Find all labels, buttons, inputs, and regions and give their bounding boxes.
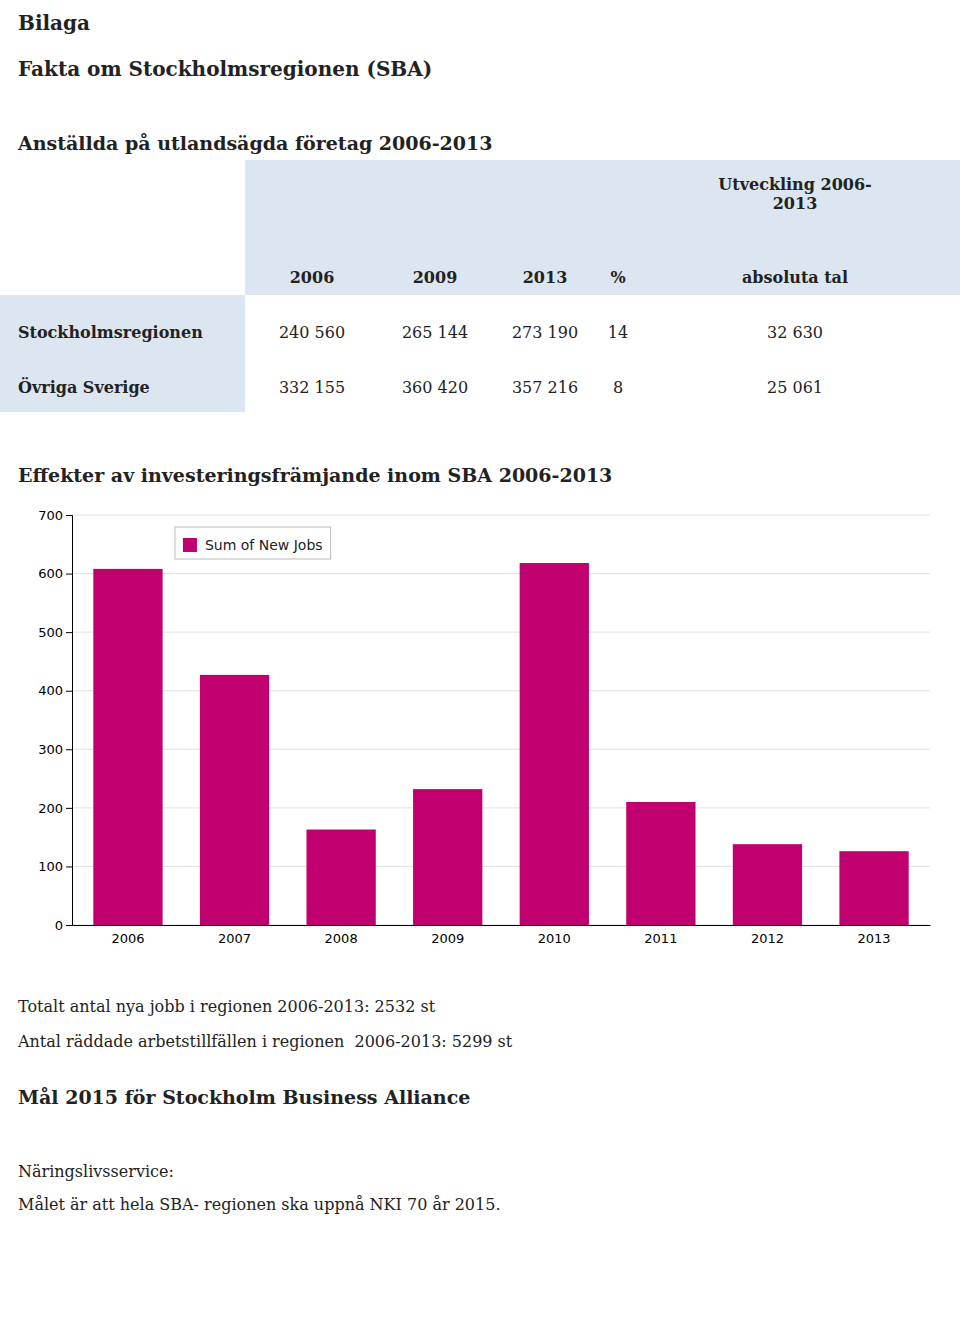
legend-frame xyxy=(175,527,331,559)
table-column-header: 2013 xyxy=(523,268,568,287)
note: Antal räddade arbetstillfällen i regione… xyxy=(17,1032,513,1051)
table-cell: 265 144 xyxy=(402,323,468,342)
tick: 500 xyxy=(38,625,72,640)
tick-label: 2012 xyxy=(751,931,784,946)
y-axis: 0 100 200 300 400 500 600 700 xyxy=(38,508,72,933)
tick: 300 xyxy=(38,742,72,757)
table: Utveckling 2006-2013 2006 2009 2013% absolut… xyxy=(0,160,960,412)
tick-mark xyxy=(66,691,72,692)
table-cell: 273 190 xyxy=(512,323,578,342)
bars xyxy=(93,563,908,925)
note: Målet är att hela SBA- regionen ska uppn… xyxy=(18,1195,500,1214)
grid-line xyxy=(72,573,930,574)
tick: 2010 xyxy=(538,931,571,946)
grid-line xyxy=(72,515,930,516)
legend: Sum of New Jobs xyxy=(175,527,331,559)
tick-label: 2013 xyxy=(857,931,890,946)
table-cell: 14 xyxy=(608,323,628,342)
tick: 2011 xyxy=(644,931,677,946)
tick: 2009 xyxy=(431,931,464,946)
table-column-header: absoluta tal xyxy=(742,268,848,287)
bar xyxy=(626,802,695,925)
table-header-background xyxy=(245,160,960,295)
footer: Totalt antal nya jobb i regionen 2006-20… xyxy=(17,997,513,1214)
tick-mark xyxy=(66,515,72,516)
bar xyxy=(733,844,802,925)
tick: 2007 xyxy=(218,931,251,946)
tick-label: 100 xyxy=(38,859,63,874)
tick: 2006 xyxy=(111,931,144,946)
note: Näringslivsservice: xyxy=(18,1162,174,1181)
grid xyxy=(72,515,930,925)
table-cell: 32 630 xyxy=(767,323,823,342)
tick-label: 2011 xyxy=(644,931,677,946)
tick-mark xyxy=(66,749,72,750)
table-row-label: Stockholmsregionen xyxy=(18,323,203,342)
chart: 0100200300400500600700200620072008200920… xyxy=(38,508,930,947)
tick-mark xyxy=(66,808,72,809)
table-column-header: % xyxy=(610,268,625,287)
table-row-label: Övriga Sverige xyxy=(18,377,150,397)
grid-line xyxy=(72,632,930,633)
table-column-header: 2006 xyxy=(290,268,335,287)
tick-label: 0 xyxy=(55,918,63,933)
tick-label: 400 xyxy=(38,683,63,698)
axis-line xyxy=(66,516,73,926)
tick-label: 600 xyxy=(38,566,63,581)
legend-item: Sum of New Jobs xyxy=(183,537,323,553)
tick-mark xyxy=(66,925,72,926)
tick-label: 700 xyxy=(38,508,63,523)
chart-title: Effekter av investeringsfrämjande inom S… xyxy=(18,464,612,486)
table-cell: 332 155 xyxy=(279,378,345,397)
header: Bilaga Fakta om Stockholmsregionen (SBA) A… xyxy=(17,11,493,154)
legend-label: Sum of New Jobs xyxy=(205,537,323,553)
table-title: Anställda på utlandsägda företag 2006-20… xyxy=(17,132,493,154)
tick-mark xyxy=(66,632,72,633)
tick: 2013 xyxy=(857,931,890,946)
page: Bilaga Fakta om Stockholmsregionen (SBA) A… xyxy=(0,0,960,1320)
tick-label: 2009 xyxy=(431,931,464,946)
tick: 2012 xyxy=(751,931,784,946)
table-column-header: 2009 xyxy=(413,268,458,287)
tick: 200 xyxy=(38,801,72,816)
legend-swatch xyxy=(183,538,197,552)
tick-mark xyxy=(66,866,72,867)
tick-mark xyxy=(66,574,72,575)
page-subtitle: Fakta om Stockholmsregionen (SBA) xyxy=(18,57,432,81)
x-axis: 2006 2007 2008 2009 2010 2011 2012 2013 xyxy=(73,926,931,947)
table-cell: 360 420 xyxy=(402,378,468,397)
table-cell: 8 xyxy=(613,378,623,397)
tick-label: 2006 xyxy=(111,931,144,946)
axis-line xyxy=(73,925,931,926)
tick: 700 xyxy=(38,508,72,523)
bar xyxy=(520,563,589,925)
page-title: Bilaga xyxy=(18,11,90,35)
note: Totalt antal nya jobb i regionen 2006-20… xyxy=(18,997,436,1016)
bar xyxy=(93,569,162,925)
table-label-background xyxy=(0,295,245,412)
tick-label: 2010 xyxy=(538,931,571,946)
bar xyxy=(413,789,482,925)
section-heading: Mål 2015 för Stockholm Business Alliance xyxy=(18,1086,470,1108)
tick: 0 xyxy=(55,918,72,933)
table-cell: 240 560 xyxy=(279,323,345,342)
tick-label: 200 xyxy=(38,801,63,816)
tick: 100 xyxy=(38,859,72,874)
bar xyxy=(200,675,269,925)
bar xyxy=(306,830,375,925)
tick: 600 xyxy=(38,566,72,581)
tick: 2008 xyxy=(325,931,358,946)
table-cell: 25 061 xyxy=(767,378,823,397)
tick-label: 500 xyxy=(38,625,63,640)
tick-label: 2007 xyxy=(218,931,251,946)
tick: 400 xyxy=(38,683,72,698)
table-group-header: Utveckling 2006-2013 xyxy=(718,175,871,213)
tick-label: 300 xyxy=(38,742,63,757)
tick-label: 2008 xyxy=(325,931,358,946)
bar xyxy=(839,851,908,925)
table-cell: 357 216 xyxy=(512,378,578,397)
